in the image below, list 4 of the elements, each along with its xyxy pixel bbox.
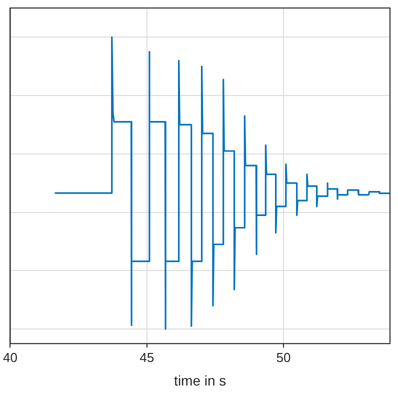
x-tick-label: 45 [140, 350, 154, 365]
x-tick-label: 40 [2, 350, 18, 365]
x-axis-title: time in s [174, 372, 226, 388]
x-tick-label: 50 [276, 350, 291, 365]
